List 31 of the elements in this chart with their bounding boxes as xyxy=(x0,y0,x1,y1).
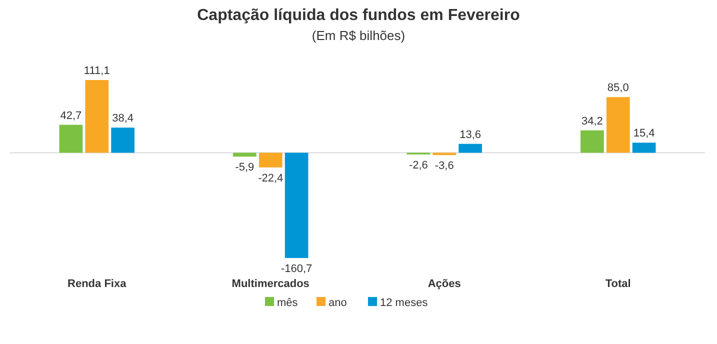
bar xyxy=(233,152,256,157)
data-label: 15,4 xyxy=(633,128,655,140)
bar xyxy=(258,152,282,168)
data-label: -160,7 xyxy=(280,263,312,275)
bar xyxy=(458,144,482,153)
legend-label: ano xyxy=(328,297,347,309)
bar xyxy=(59,124,83,153)
legend-label: mês xyxy=(277,297,298,309)
x-tick-label: Renda Fixa xyxy=(68,278,128,290)
data-label: 42,7 xyxy=(60,110,82,122)
bar xyxy=(85,80,109,153)
bar xyxy=(111,128,134,153)
x-tick-label: Multimercados xyxy=(232,278,310,290)
chart-title: Captação líquida dos fundos em Fevereiro xyxy=(197,7,520,24)
data-label: -3,6 xyxy=(434,160,454,172)
data-label: -5,9 xyxy=(235,162,254,174)
bar xyxy=(632,142,656,153)
legend-label: 12 meses xyxy=(380,297,428,309)
data-label: 85,0 xyxy=(607,82,629,94)
x-tick-label: Total xyxy=(605,278,631,290)
data-label: -22,4 xyxy=(258,172,284,184)
x-tick-label: Ações xyxy=(428,278,461,290)
data-label: 38,4 xyxy=(112,112,134,125)
bar xyxy=(580,130,604,153)
data-label: 111,1 xyxy=(84,65,110,77)
data-label: -2,6 xyxy=(408,159,428,172)
chart-subtitle: (Em R$ bilhões) xyxy=(312,28,406,43)
bar xyxy=(284,152,308,258)
bar xyxy=(606,97,630,153)
data-label: 13,6 xyxy=(460,128,482,141)
data-label: 34,2 xyxy=(581,115,603,128)
